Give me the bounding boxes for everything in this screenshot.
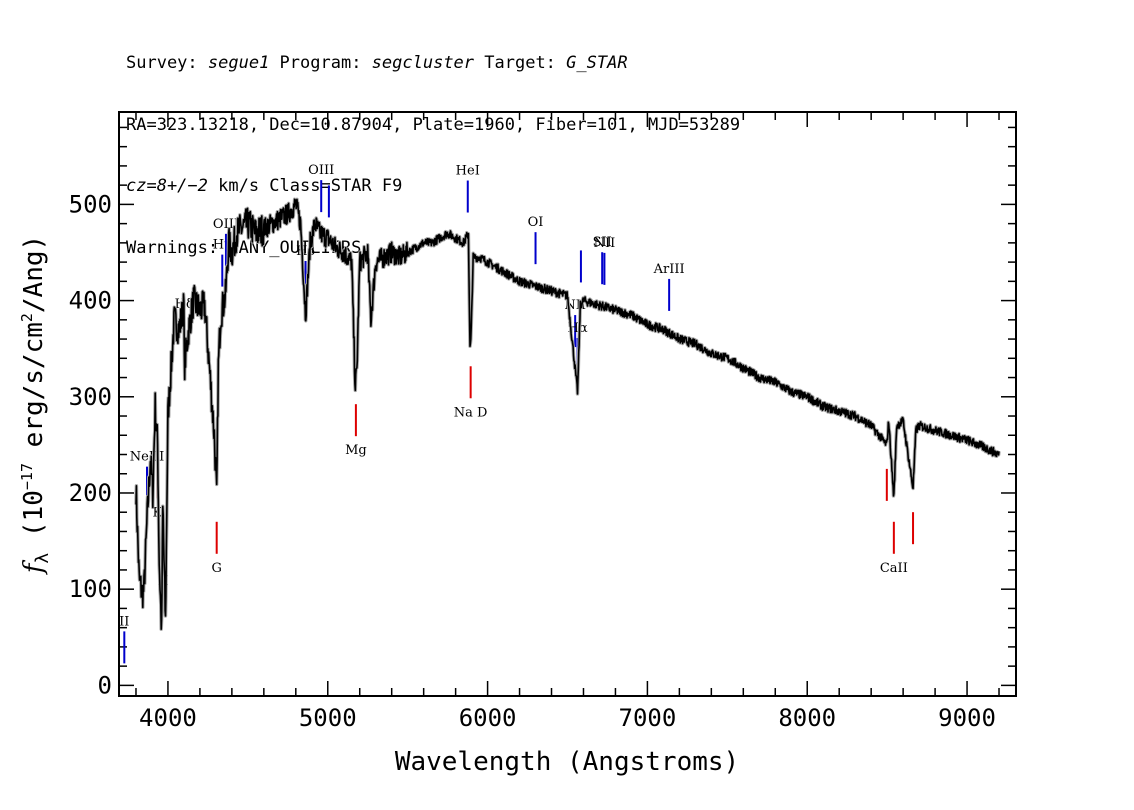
x-tick-label: 7000 <box>619 704 677 732</box>
survey-value: segue1 <box>207 53 270 73</box>
emission-line-label: OI <box>528 215 544 230</box>
emission-line-label: HeI <box>456 164 480 179</box>
x-tick-label: 5000 <box>299 704 357 732</box>
survey-label: Survey: <box>126 53 208 73</box>
x-axis: 4000 5000 6000 7000 8000 9000 <box>135 113 1000 732</box>
y-tick-label: 400 <box>69 287 112 315</box>
emission-line-label: SII <box>593 235 612 250</box>
emission-line-label: NII <box>594 236 616 251</box>
spectrum-line <box>135 198 1000 630</box>
absorption-line-label: CaII <box>880 561 908 576</box>
target-value: G_STAR <box>566 53 628 73</box>
program-label: Program: <box>269 53 372 73</box>
noise-band <box>134 197 1001 631</box>
absorption-line-label: G <box>211 561 221 576</box>
y-tick-label: 300 <box>69 383 112 411</box>
y-tick-label: 200 <box>69 479 112 507</box>
x-tick-label: 4000 <box>139 704 197 732</box>
emission-line-label: OIII <box>308 163 334 178</box>
emission-line-label: ArIII <box>653 262 685 277</box>
emission-line-label: II <box>119 614 129 629</box>
target-label: Target: <box>474 53 567 73</box>
program-value: segcluster <box>371 53 475 73</box>
emission-line-label: OIII <box>213 217 239 232</box>
header-line-survey: Survey: segue1 Program: segcluster Targe… <box>126 53 740 74</box>
cz-value: cz=8+/−2 <box>126 176 208 196</box>
x-axis-title: Wavelength (Angstroms) <box>395 747 739 777</box>
x-tick-label: 8000 <box>778 704 836 732</box>
emission-line-label: NeIII <box>130 450 164 465</box>
y-tick-label: 0 <box>98 671 112 699</box>
y-axis-title: fλ (10−17 erg/s/cm2/Ang) <box>18 235 53 575</box>
absorption-line-label: Na D <box>454 405 488 420</box>
x-tick-label: 9000 <box>938 704 996 732</box>
header-line-coordinates: RA=323.13218, Dec=10.87904, Plate=1960, … <box>126 114 741 135</box>
y-axis: 0 100 200 300 400 500 <box>69 126 1015 699</box>
plot-frame <box>118 111 1017 697</box>
spectrum-series <box>134 197 1001 631</box>
y-tick-label: 500 <box>69 190 112 218</box>
y-tick-label: 100 <box>69 575 112 603</box>
x-tick-label: 6000 <box>459 704 517 732</box>
absorption-line-label: Mg <box>345 443 367 458</box>
